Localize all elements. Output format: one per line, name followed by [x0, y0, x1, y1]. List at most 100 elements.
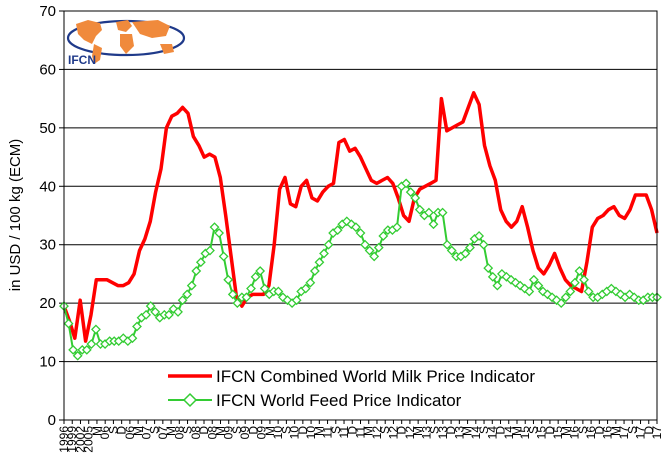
data-point-feed — [81, 344, 92, 355]
data-point-feed — [392, 222, 402, 233]
data-point-feed — [615, 289, 626, 300]
y-axis-ticks: 0 10 20 30 40 50 60 70 — [39, 3, 64, 429]
y-tick-label: 20 — [39, 295, 56, 312]
x-tick-label: S — [181, 426, 195, 434]
x-tick-label: D — [115, 426, 129, 435]
data-point-feed — [487, 271, 498, 282]
x-tick-label: M — [510, 426, 524, 436]
data-point-feed — [483, 263, 494, 274]
data-point-feed — [291, 295, 302, 306]
x-tick-label: 08 — [205, 426, 219, 440]
data-point-feed — [424, 207, 434, 218]
x-tick-label: S — [477, 426, 491, 434]
data-point-feed — [63, 318, 74, 329]
data-point-feed — [255, 266, 266, 276]
x-tick-label: 10 — [288, 426, 302, 440]
legend: IFCN Combined World Milk Price Indicator… — [168, 367, 535, 410]
data-point-feed — [141, 309, 152, 320]
x-tick-label: 10 — [304, 426, 318, 440]
x-tick-label: 15 — [518, 426, 532, 440]
ifcn-logo: IFCN — [66, 19, 186, 67]
x-tick-label: 12 — [403, 426, 417, 440]
y-tick-label: 10 — [39, 354, 56, 371]
x-tick-label: M — [131, 426, 145, 436]
data-point-feed — [414, 204, 425, 215]
data-point-feed — [378, 231, 389, 241]
data-point-feed — [259, 283, 270, 294]
data-point-feed — [150, 306, 161, 317]
x-tick-label: 13 — [452, 426, 466, 440]
y-tick-label: 40 — [39, 178, 56, 195]
data-point-feed — [241, 292, 252, 303]
data-point-feed — [127, 333, 138, 344]
x-tick-label: M — [263, 426, 277, 436]
legend-label-feed: IFCN World Feed Price Indicator — [216, 391, 462, 410]
data-point-feed — [364, 245, 375, 256]
data-point-feed — [428, 219, 439, 230]
x-tick-label: M — [362, 426, 376, 436]
x-tick-label: S — [428, 426, 442, 434]
data-point-feed — [373, 242, 384, 253]
x-tick-label: D — [246, 426, 260, 435]
data-point-feed — [273, 286, 284, 297]
x-tick-label: 12 — [370, 426, 384, 440]
x-tick-label: S — [625, 426, 639, 434]
data-point-feed — [86, 339, 97, 349]
x-tick-label: D — [494, 426, 508, 435]
data-point-feed — [173, 306, 183, 317]
x-tick-label: 15 — [551, 426, 565, 440]
x-tick-label: 16 — [601, 426, 615, 440]
x-tick-label: 09 — [255, 426, 269, 440]
data-point-feed — [68, 344, 79, 355]
x-tick-label: D — [197, 426, 211, 435]
x-tick-label: D — [642, 426, 656, 435]
y-tick-label: 30 — [39, 237, 56, 254]
data-point-feed — [168, 304, 179, 314]
data-point-feed — [574, 266, 585, 276]
x-tick-label: 2002 — [73, 426, 87, 453]
data-point-feed — [460, 248, 471, 259]
legend-marker-feed — [182, 392, 198, 408]
x-tick-label: S — [378, 426, 392, 434]
data-point-feed — [145, 301, 156, 311]
x-tick-label: 07 — [156, 426, 170, 440]
x-tick-label: 13 — [419, 426, 433, 440]
data-point-feed — [405, 187, 416, 198]
x-tick-label: 16 — [568, 426, 582, 440]
x-tick-label: M — [90, 426, 104, 436]
data-point-feed — [524, 286, 535, 297]
x-tick-label: 2005 — [82, 426, 96, 453]
x-tick-label: 11 — [354, 426, 368, 439]
x-tick-label: 16 — [584, 426, 598, 440]
data-point-feed — [132, 321, 142, 332]
x-tick-label: 12 — [386, 426, 400, 440]
data-point-feed — [314, 257, 325, 268]
x-tick-label: M — [164, 426, 178, 436]
x-tick-label: S — [148, 426, 162, 434]
data-point-feed — [492, 280, 503, 291]
data-point-feed — [579, 274, 589, 285]
x-tick-label: 07 — [139, 426, 153, 440]
data-point-feed — [560, 292, 571, 303]
plot-frame — [63, 10, 658, 421]
data-point-feed — [323, 239, 334, 250]
x-tick-label: D — [592, 426, 606, 435]
x-tick-label: S — [279, 426, 293, 434]
x-tick-label: S — [230, 426, 244, 434]
data-point-feed — [205, 245, 215, 256]
data-point-feed — [569, 277, 580, 288]
data-point-feed — [195, 257, 206, 268]
logo-text: IFCN — [68, 53, 96, 67]
x-tick-label: S — [576, 426, 590, 434]
x-tick-label: 1996 — [57, 426, 71, 453]
x-tick-label: M — [609, 426, 623, 436]
x-tick-label: 14 — [502, 426, 516, 440]
data-point-feed — [355, 228, 366, 238]
data-point-feed — [163, 309, 174, 320]
x-tick-label: 14 — [469, 426, 483, 440]
x-tick-label: S — [329, 426, 343, 434]
data-point-feed — [437, 207, 448, 218]
data-point-feed — [232, 298, 243, 309]
x-tick-label: 10 — [271, 426, 285, 440]
